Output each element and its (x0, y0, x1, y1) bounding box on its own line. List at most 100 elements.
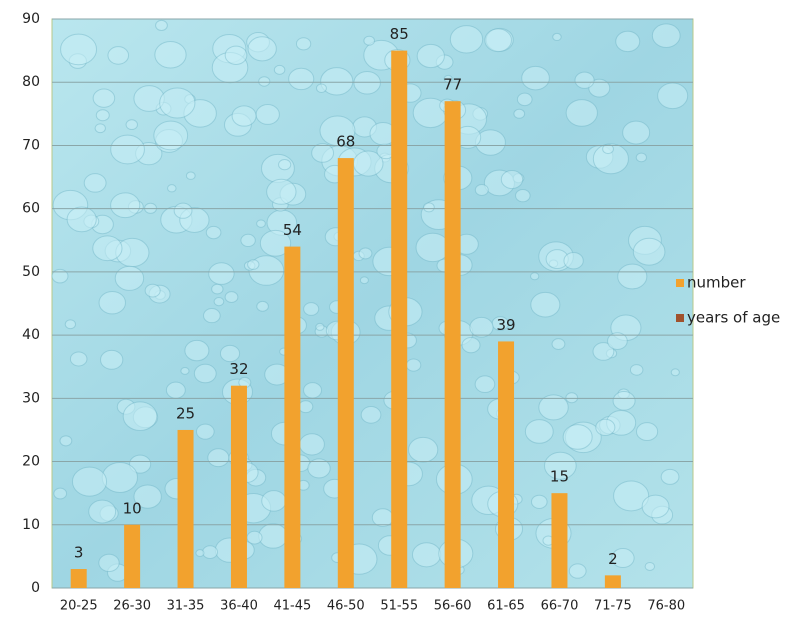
droplet (592, 143, 629, 175)
droplet (159, 87, 196, 119)
droplet (213, 297, 225, 307)
droplet (100, 349, 124, 370)
data-label: 85 (390, 25, 409, 43)
droplet (358, 247, 373, 260)
droplet (155, 19, 168, 31)
bar (230, 385, 247, 588)
droplet (240, 233, 256, 248)
droplet (295, 37, 312, 51)
droplet (256, 219, 266, 228)
droplet (114, 265, 145, 291)
droplet (524, 419, 554, 444)
droplet (195, 549, 205, 557)
droplet (154, 40, 187, 69)
droplet (83, 173, 107, 193)
droplet (98, 290, 126, 315)
droplet (165, 381, 186, 399)
droplet (565, 99, 598, 127)
droplet (144, 283, 161, 298)
droplet (515, 188, 531, 203)
bar (444, 101, 461, 588)
droplet (184, 339, 210, 362)
droplet (469, 316, 494, 338)
droplet (602, 143, 614, 155)
y-tick-label: 10 (22, 517, 40, 533)
droplet (474, 183, 489, 196)
droplet (315, 322, 325, 331)
droplet (612, 390, 636, 411)
bar (551, 493, 568, 588)
droplet (635, 422, 659, 442)
droplet (513, 108, 526, 119)
y-tick-label: 80 (22, 74, 40, 90)
legend-label: number (687, 274, 746, 292)
droplet (273, 64, 286, 75)
droplet (203, 308, 221, 324)
droplet (224, 291, 239, 303)
x-tick-label: 46-50 (327, 599, 365, 614)
droplet (278, 158, 292, 171)
droplet (565, 392, 579, 404)
droplet (644, 561, 656, 571)
droplet (153, 120, 189, 151)
droplet (205, 225, 222, 240)
droplet (568, 563, 587, 579)
droplet (258, 523, 289, 549)
droplet (92, 88, 116, 108)
droplet (69, 351, 88, 367)
droplet (530, 494, 548, 509)
droplet (551, 338, 566, 350)
droplet (635, 152, 647, 163)
droplet (110, 134, 145, 165)
droplet (246, 530, 263, 545)
droplet (500, 169, 524, 190)
droplet (224, 45, 248, 65)
droplet (92, 235, 123, 262)
droplet (408, 436, 439, 463)
data-label: 10 (123, 499, 142, 517)
x-tick-label: 66-70 (541, 599, 579, 614)
droplet (247, 36, 277, 62)
droplet (651, 23, 681, 48)
droplet (193, 363, 217, 384)
droplet (592, 342, 615, 361)
droplet (247, 259, 260, 270)
x-tick-label: 51-55 (380, 599, 418, 614)
droplet (94, 123, 106, 134)
droplet (484, 28, 512, 53)
droplet (107, 46, 130, 65)
droplet (353, 70, 381, 95)
droplet (411, 542, 442, 568)
bar (177, 429, 194, 588)
droplet (574, 71, 595, 89)
droplet (125, 119, 139, 131)
droplet (613, 480, 650, 512)
droplet (622, 120, 651, 145)
y-tick-label: 0 (31, 580, 40, 596)
legend-label: years of age (687, 309, 780, 327)
droplet (538, 394, 569, 421)
data-label: 68 (336, 133, 355, 151)
droplet (552, 32, 562, 42)
data-label: 15 (550, 468, 569, 486)
droplet (595, 418, 616, 437)
bar (284, 246, 301, 588)
droplet (207, 448, 230, 468)
droplet (129, 454, 152, 474)
droplet (51, 268, 69, 284)
droplet (461, 336, 481, 354)
droplet (530, 272, 540, 281)
droplet (303, 302, 320, 316)
droplet (307, 458, 331, 479)
x-tick-label: 71-75 (594, 599, 632, 614)
legend-swatch (676, 279, 684, 287)
droplet (59, 435, 73, 447)
droplet (110, 192, 141, 219)
x-tick-label: 26-30 (113, 599, 151, 614)
y-tick-label: 90 (22, 11, 40, 27)
bar (391, 50, 408, 589)
droplet (660, 468, 680, 485)
x-tick-label: 61-65 (487, 599, 525, 614)
droplet (195, 423, 215, 440)
